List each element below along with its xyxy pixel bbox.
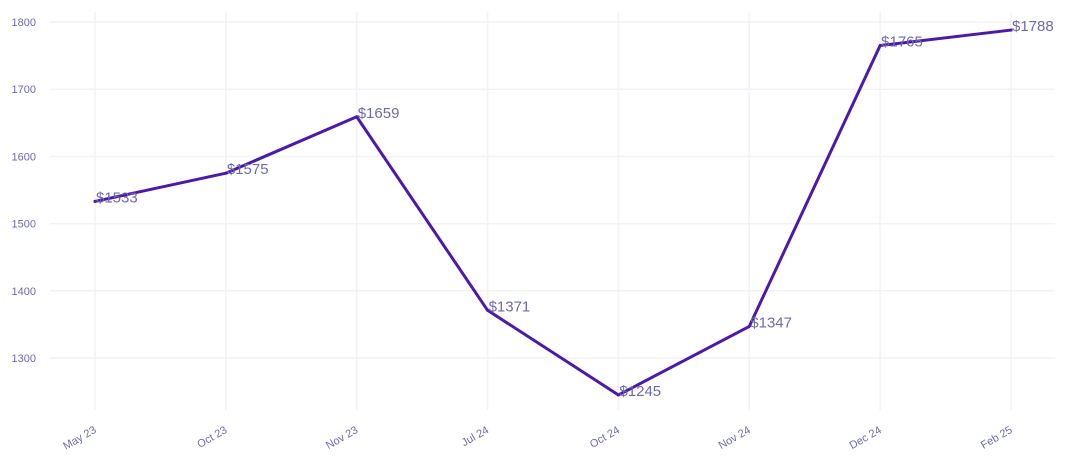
x-axis: May 23 Oct 23 Nov 23 Jul 24 Oct 24 Nov 24 Dec … bbox=[61, 424, 1014, 452]
data-label: $1659 bbox=[358, 105, 400, 122]
data-label: $1347 bbox=[750, 314, 792, 331]
y-tick-label: 1800 bbox=[12, 17, 36, 29]
y-axis: 1300 1400 1500 1600 1700 1800 bbox=[12, 17, 36, 365]
x-tick-label: May 23 bbox=[61, 424, 98, 452]
x-tick-label: Jul 24 bbox=[460, 424, 491, 449]
series-line bbox=[93, 28, 1013, 397]
data-label: $1788 bbox=[1012, 18, 1054, 35]
x-tick-label: Nov 24 bbox=[717, 424, 753, 452]
data-label: $1371 bbox=[489, 298, 531, 315]
data-point bbox=[224, 171, 228, 175]
x-tick-label: Feb 25 bbox=[979, 424, 1015, 452]
grid-lines bbox=[50, 12, 1055, 410]
data-point bbox=[93, 199, 97, 203]
x-tick-label: Dec 24 bbox=[847, 424, 883, 452]
y-tick-label: 1500 bbox=[12, 219, 36, 231]
data-point bbox=[355, 115, 359, 119]
data-point bbox=[486, 308, 490, 312]
data-point bbox=[747, 324, 751, 328]
y-tick-label: 1400 bbox=[12, 286, 36, 298]
data-label: $1765 bbox=[881, 34, 923, 51]
y-tick-label: 1700 bbox=[12, 84, 36, 96]
data-point bbox=[1009, 28, 1013, 32]
data-label: $1533 bbox=[96, 189, 138, 206]
data-labels: $1533 $1575 $1659 $1371 $1245 $1347 $1765 $1788 bbox=[96, 18, 1054, 400]
series-layer bbox=[93, 28, 1013, 397]
data-point bbox=[616, 393, 620, 397]
data-point bbox=[878, 44, 882, 48]
x-tick-label: Nov 23 bbox=[324, 424, 360, 452]
data-label: $1245 bbox=[619, 383, 661, 400]
data-label: $1575 bbox=[227, 161, 269, 178]
x-tick-label: Oct 23 bbox=[195, 424, 229, 451]
x-tick-label: Oct 24 bbox=[588, 424, 622, 451]
y-tick-label: 1600 bbox=[12, 151, 36, 163]
y-tick-label: 1300 bbox=[12, 353, 36, 365]
